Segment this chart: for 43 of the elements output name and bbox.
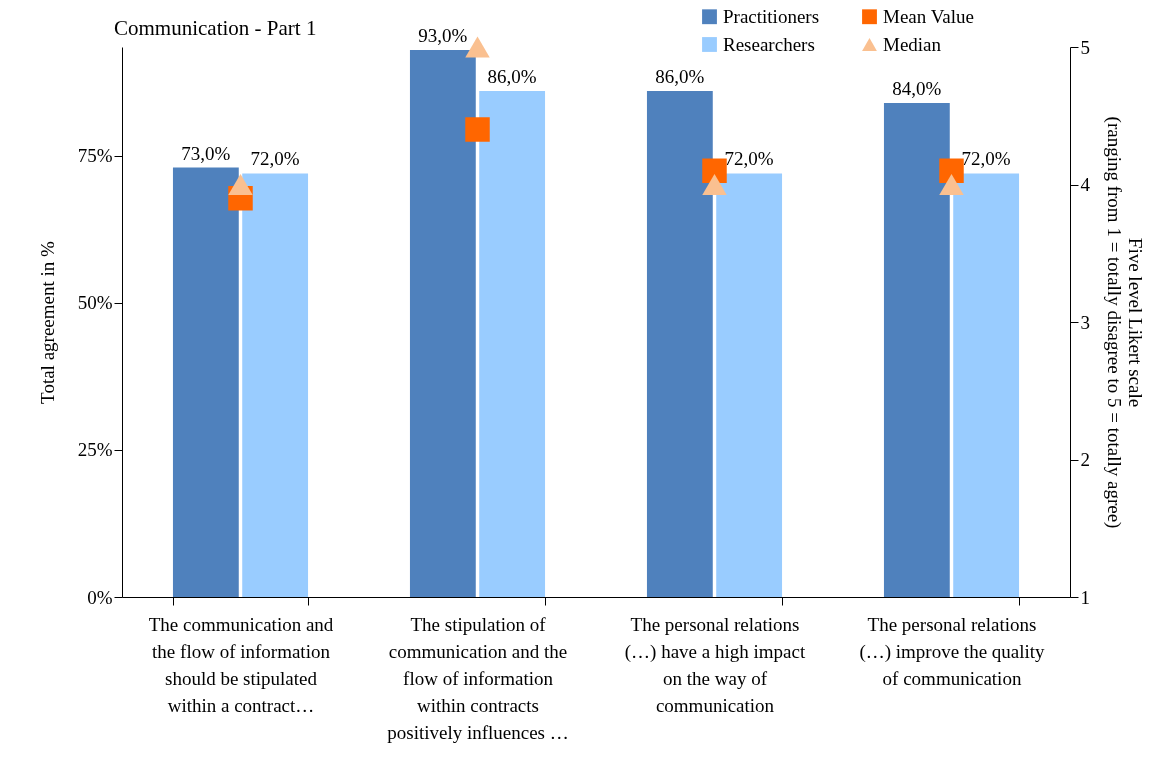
point [702,173,727,196]
point [702,158,727,183]
data-label: 93,0% [418,24,468,46]
legend-label: Practitioners [723,5,820,27]
legend-label: Mean Value [883,5,974,27]
y-axis-title: Total agreement in % [36,240,58,404]
x-tick-label: The stipulation of communication and the flow of information within contracts positively influences … [387,613,569,743]
bar [646,91,713,597]
x-tick-label: The communication and the flow of information should be stipulated within a contract… [148,613,334,716]
x-tick-label: The personal relations (…) have a high impact on the way of communication [624,613,806,716]
point [939,173,964,196]
y2-tick-label: 2 [1080,449,1090,470]
bar [883,102,950,597]
legend-label: Median [883,33,942,55]
bar [409,49,476,597]
point [228,173,253,196]
point [465,36,490,58]
y2-tick-label: 5 [1080,36,1090,58]
point [939,158,964,183]
data-label: 86,0% [487,66,537,88]
data-label: 72,0% [961,148,1011,170]
chart-title: Communication - Part 1 [114,16,317,40]
x-tick-label: The personal relations (…) improve the quality of communication [859,613,1046,689]
y2-tick-label: 4 [1080,174,1091,195]
data-label: 73,0% [181,142,231,164]
y2-tick-label: 1 [1080,586,1090,608]
y2-axis-title: Five level Likert scale (ranging from 1 = totally disagree to 5 = totally agree) [1103,116,1146,529]
legend-label: Researchers [723,33,815,55]
y-tick-label: 0% [87,586,113,608]
y2-tick-label: 3 [1080,311,1090,333]
bar [172,167,239,597]
bar [953,173,1020,597]
y-tick-label: 75% [77,145,113,167]
y-tick-label: 50% [77,292,113,314]
bar [479,91,546,597]
data-label: 72,0% [724,148,774,170]
data-label: 86,0% [655,66,705,88]
y-tick-label: 25% [77,439,113,461]
data-label: 72,0% [250,148,300,170]
data-label: 84,0% [892,77,942,99]
bar [242,173,309,597]
point [465,117,490,142]
bar [716,173,783,597]
